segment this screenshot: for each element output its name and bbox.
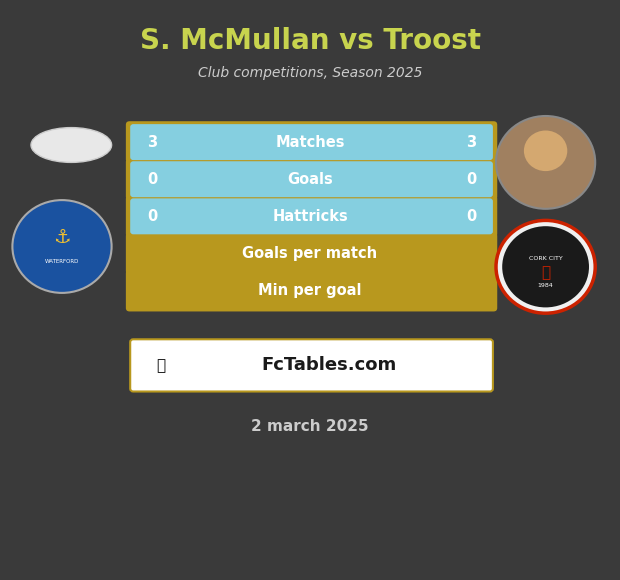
- Text: FcTables.com: FcTables.com: [262, 356, 397, 375]
- Text: 3: 3: [466, 135, 476, 150]
- Text: 🏛: 🏛: [541, 265, 550, 280]
- Text: 0: 0: [147, 209, 157, 224]
- Text: WATERFORD: WATERFORD: [45, 259, 79, 263]
- Text: Hattricks: Hattricks: [272, 209, 348, 224]
- Circle shape: [502, 226, 589, 307]
- Text: 3: 3: [147, 135, 157, 150]
- Text: 0: 0: [466, 209, 476, 224]
- Text: 2 march 2025: 2 march 2025: [251, 419, 369, 434]
- Text: Goals per match: Goals per match: [242, 246, 378, 261]
- Text: 0: 0: [466, 172, 476, 187]
- Text: CORK CITY: CORK CITY: [529, 256, 562, 260]
- Text: Matches: Matches: [275, 135, 345, 150]
- Text: 0: 0: [147, 172, 157, 187]
- Text: Club competitions, Season 2025: Club competitions, Season 2025: [198, 66, 422, 79]
- Circle shape: [496, 116, 595, 209]
- Text: ⚓: ⚓: [53, 229, 71, 247]
- Text: 📊: 📊: [157, 358, 166, 373]
- FancyBboxPatch shape: [130, 161, 493, 197]
- Text: 1984: 1984: [538, 283, 554, 288]
- FancyBboxPatch shape: [126, 233, 497, 274]
- Circle shape: [12, 200, 112, 293]
- FancyBboxPatch shape: [130, 124, 493, 160]
- FancyBboxPatch shape: [130, 339, 493, 392]
- FancyBboxPatch shape: [130, 273, 493, 309]
- FancyBboxPatch shape: [130, 235, 493, 271]
- FancyBboxPatch shape: [130, 198, 493, 234]
- FancyBboxPatch shape: [126, 270, 497, 311]
- Text: S. McMullan vs Troost: S. McMullan vs Troost: [140, 27, 480, 55]
- Ellipse shape: [31, 128, 112, 162]
- Text: Goals: Goals: [287, 172, 333, 187]
- FancyBboxPatch shape: [126, 195, 497, 237]
- FancyBboxPatch shape: [126, 158, 497, 200]
- Text: Min per goal: Min per goal: [259, 283, 361, 298]
- Circle shape: [524, 130, 567, 171]
- Circle shape: [496, 220, 595, 313]
- FancyBboxPatch shape: [126, 121, 497, 163]
